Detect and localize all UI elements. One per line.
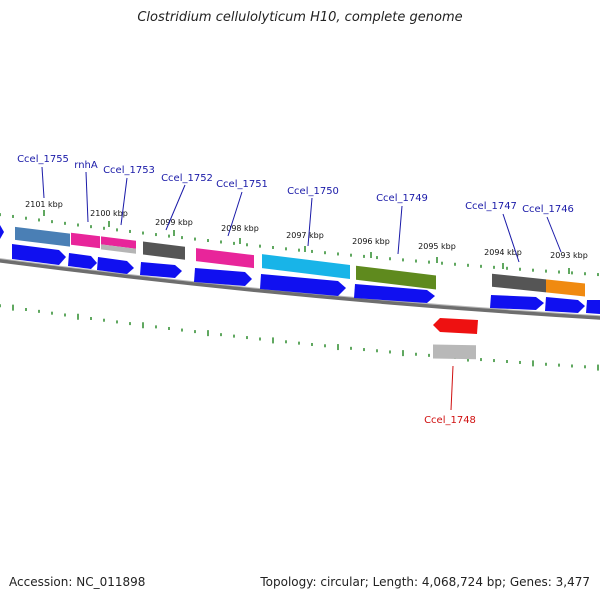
gene-label-ccel-1752[interactable]: Ccel_1752 <box>161 173 213 184</box>
tick-2100: 2100 kbp <box>90 209 128 227</box>
map-title: Clostridium cellulolyticum H10, complete… <box>137 10 463 25</box>
tick-label: 2101 kbp <box>25 200 63 209</box>
gene-block-ccel-1746[interactable] <box>546 279 585 297</box>
gene-label-ccel-1747[interactable]: Ccel_1747 <box>465 201 517 212</box>
gene-labels: Ccel_1755 rnhA Ccel_1753 Ccel_1752 Ccel_… <box>17 154 574 426</box>
gene-block-ccel-1752[interactable] <box>143 241 185 260</box>
tick-label: 2098 kbp <box>221 224 259 233</box>
cds-arrow[interactable] <box>586 300 600 314</box>
reverse-scale-track <box>0 304 599 371</box>
tick-label: 2094 kbp <box>484 248 522 257</box>
genome-backbone <box>0 258 600 320</box>
gene-block-ccel-1747[interactable] <box>492 273 546 293</box>
genome-summary: Topology: circular; Length: 4,068,724 bp… <box>260 575 590 589</box>
cds-arrow[interactable] <box>0 225 4 239</box>
reverse-gene-track <box>433 318 478 360</box>
cds-arrow[interactable] <box>545 297 585 313</box>
cds-arrow[interactable] <box>490 295 544 310</box>
tick-label: 2093 kbp <box>550 251 588 260</box>
gene-label-ccel-1753[interactable]: Ccel_1753 <box>103 165 155 176</box>
tick-label: 2096 kbp <box>352 237 390 246</box>
tick-label: 2097 kbp <box>286 231 324 240</box>
accession-label: Accession: NC_011898 <box>9 575 146 589</box>
cds-arrow[interactable] <box>140 262 182 278</box>
gene-block-ccel-1755[interactable] <box>15 226 70 247</box>
tick-2097: 2097 kbp <box>286 231 324 252</box>
gene-label-ccel-1755[interactable]: Ccel_1755 <box>17 154 69 165</box>
cds-arrow[interactable] <box>260 274 346 296</box>
gene-label-ccel-1749[interactable]: Ccel_1749 <box>376 193 428 204</box>
tick-2099: 2099 kbp <box>155 218 193 236</box>
tick-2095: 2095 kbp <box>418 242 456 263</box>
gene-block-ccel-1753-shade <box>101 244 136 254</box>
cds-arrow[interactable] <box>97 257 134 274</box>
gene-block-ccel-1748-shade <box>433 344 476 360</box>
tick-2093: 2093 kbp <box>550 251 588 274</box>
gene-block-ccel-1750[interactable] <box>262 254 350 279</box>
gene-block-ccel-1749[interactable] <box>356 265 436 290</box>
tick-label: 2099 kbp <box>155 218 193 227</box>
gene-block-ccel-1753[interactable] <box>101 236 136 249</box>
tick-2101: 2101 kbp <box>25 200 63 216</box>
gene-label-ccel-1746[interactable]: Ccel_1746 <box>522 204 574 215</box>
tick-labels: 2101 kbp 2100 kbp 2099 kbp 2098 kbp 2097… <box>25 200 588 274</box>
tick-2098: 2098 kbp <box>221 224 259 244</box>
cds-arrow[interactable] <box>68 253 97 269</box>
gene-arrow-ccel-1748[interactable] <box>433 318 478 334</box>
forward-gene-track <box>15 226 585 297</box>
forward-scale-track <box>0 213 599 277</box>
gene-block-rnha[interactable] <box>71 232 100 249</box>
gene-block-ccel-1751[interactable] <box>196 248 254 269</box>
cds-arrow[interactable] <box>354 284 435 303</box>
gene-label-ccel-1750[interactable]: Ccel_1750 <box>287 186 339 197</box>
gene-label-rnha[interactable]: rnhA <box>74 160 98 171</box>
tick-2094: 2094 kbp <box>484 248 522 269</box>
tick-label: 2100 kbp <box>90 209 128 218</box>
gene-label-ccel-1751[interactable]: Ccel_1751 <box>216 179 268 190</box>
tick-label: 2095 kbp <box>418 242 456 251</box>
forward-cds-track <box>0 225 600 314</box>
cds-arrow[interactable] <box>194 268 252 286</box>
tick-2096: 2096 kbp <box>352 237 390 258</box>
gene-label-ccel-1748[interactable]: Ccel_1748 <box>424 415 476 426</box>
cds-arrow[interactable] <box>12 244 66 265</box>
